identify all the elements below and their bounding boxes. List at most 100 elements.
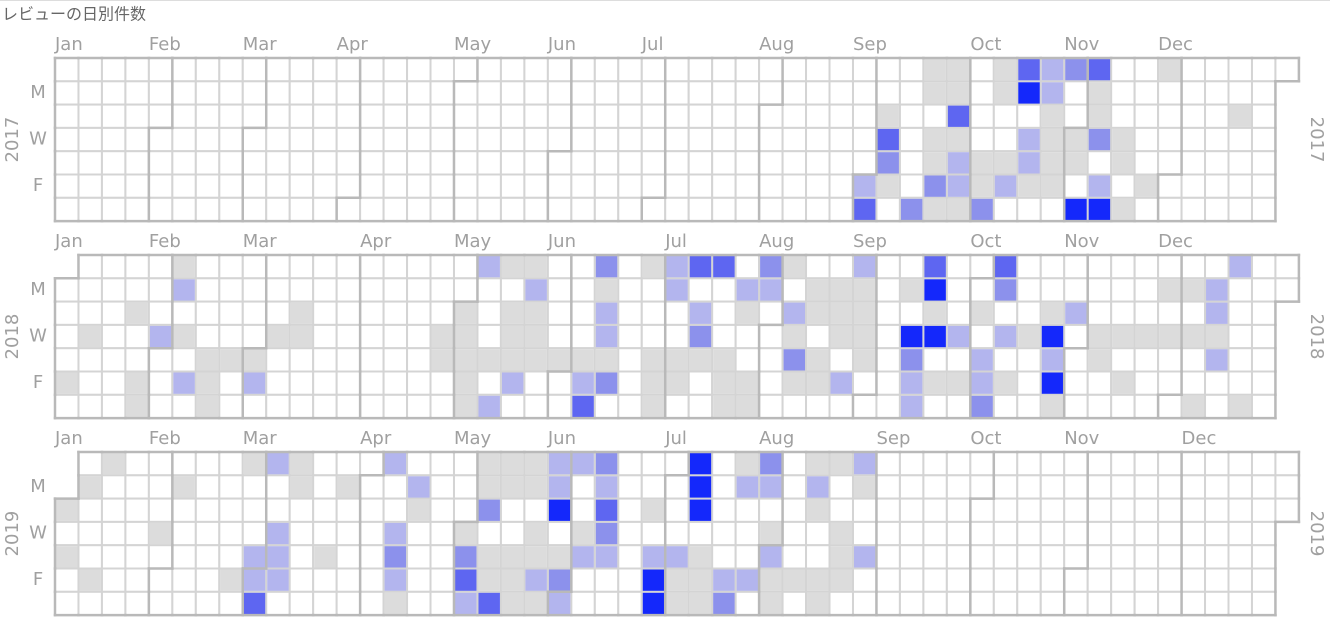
- day-cell: [969, 520, 995, 547]
- day-cell: [523, 103, 549, 129]
- day-cell: [1157, 520, 1183, 547]
- day-cell: [851, 103, 878, 129]
- day-value-cell: [501, 546, 524, 568]
- day-cell: [1133, 451, 1160, 477]
- day-value-cell: [807, 349, 829, 371]
- day-cell: [617, 347, 643, 373]
- day-cell: [1086, 590, 1113, 617]
- day-cell: [1250, 497, 1277, 523]
- day-value-cell: [595, 349, 618, 371]
- weekday-label: M: [30, 279, 46, 300]
- day-value-cell: [1065, 152, 1087, 174]
- day-cell: [734, 126, 761, 153]
- day-cell: [1227, 497, 1253, 523]
- day-value-cell: [924, 82, 946, 104]
- day-value-cell: [572, 453, 594, 475]
- day-value-cell: [853, 453, 876, 475]
- day-cell: [124, 590, 150, 617]
- day-cell: [359, 300, 385, 326]
- day-cell: [523, 497, 549, 523]
- day-value-cell: [1018, 59, 1040, 81]
- day-value-cell: [267, 453, 289, 475]
- day-cell: [1157, 544, 1183, 570]
- month-label: Jun: [547, 231, 576, 252]
- day-cell: [1133, 544, 1160, 570]
- day-cell: [875, 474, 901, 500]
- year-label: 2017: [2, 117, 23, 163]
- day-cell: [593, 103, 620, 129]
- day-value-cell: [947, 59, 970, 81]
- day-cell: [711, 497, 737, 523]
- day-value-cell: [760, 279, 782, 301]
- day-cell: [1250, 590, 1277, 617]
- day-cell: [1180, 347, 1207, 373]
- day-cell: [734, 150, 761, 176]
- month-label: Jul: [641, 34, 664, 55]
- day-cell: [288, 103, 315, 129]
- day-cell: [945, 347, 972, 373]
- day-value-cell: [572, 349, 594, 371]
- day-cell: [1250, 80, 1277, 106]
- day-cell: [758, 173, 784, 199]
- day-cell: [100, 520, 127, 547]
- day-cell: [100, 277, 127, 303]
- day-value-cell: [290, 476, 313, 498]
- day-cell: [1204, 544, 1230, 570]
- day-value-cell: [478, 349, 500, 371]
- day-cell: [77, 254, 103, 280]
- day-cell: [265, 254, 291, 280]
- day-value-cell: [126, 395, 148, 418]
- day-cell: [406, 567, 432, 593]
- day-cell: [758, 300, 784, 326]
- day-cell: [969, 80, 995, 106]
- day-cell: [734, 347, 761, 373]
- month-label: Oct: [970, 34, 1001, 55]
- day-value-cell: [572, 546, 594, 568]
- day-cell: [1016, 497, 1042, 523]
- day-cell: [1274, 254, 1300, 280]
- day-cell: [406, 323, 432, 350]
- day-cell: [499, 57, 526, 83]
- day-cell: [781, 103, 808, 129]
- day-cell: [312, 590, 338, 617]
- day-cell: [1110, 497, 1136, 523]
- day-cell: [1250, 300, 1277, 326]
- month-label: Nov: [1064, 428, 1099, 449]
- day-cell: [77, 393, 103, 420]
- day-cell: [77, 126, 103, 153]
- day-cell: [194, 254, 221, 280]
- day-value-cell: [454, 569, 477, 591]
- day-cell: [382, 347, 409, 373]
- day-value-cell: [1065, 59, 1087, 81]
- weekday-label: M: [30, 476, 46, 497]
- day-value-cell: [947, 325, 970, 348]
- month-label: Sep: [876, 428, 910, 449]
- day-cell: [218, 497, 244, 523]
- day-cell: [171, 80, 197, 106]
- day-cell: [1227, 126, 1253, 153]
- day-cell: [312, 150, 338, 176]
- day-cell: [781, 451, 808, 477]
- day-value-cell: [971, 372, 993, 394]
- day-cell: [1227, 451, 1253, 477]
- day-cell: [781, 173, 808, 199]
- day-value-cell: [1206, 325, 1228, 348]
- day-cell: [546, 254, 573, 280]
- day-cell: [382, 300, 409, 326]
- day-value-cell: [525, 476, 547, 498]
- day-cell: [640, 300, 667, 326]
- day-cell: [992, 196, 1019, 223]
- day-value-cell: [924, 198, 946, 221]
- day-cell: [1133, 497, 1160, 523]
- day-value-cell: [384, 569, 407, 591]
- day-cell: [1227, 150, 1253, 176]
- day-value-cell: [572, 395, 594, 418]
- day-cell: [288, 590, 315, 617]
- day-value-cell: [525, 522, 547, 545]
- day-cell: [640, 196, 667, 223]
- day-cell: [1180, 80, 1207, 106]
- day-cell: [734, 196, 761, 223]
- day-value-cell: [243, 569, 266, 591]
- day-cell: [734, 57, 761, 83]
- day-cell: [687, 150, 714, 176]
